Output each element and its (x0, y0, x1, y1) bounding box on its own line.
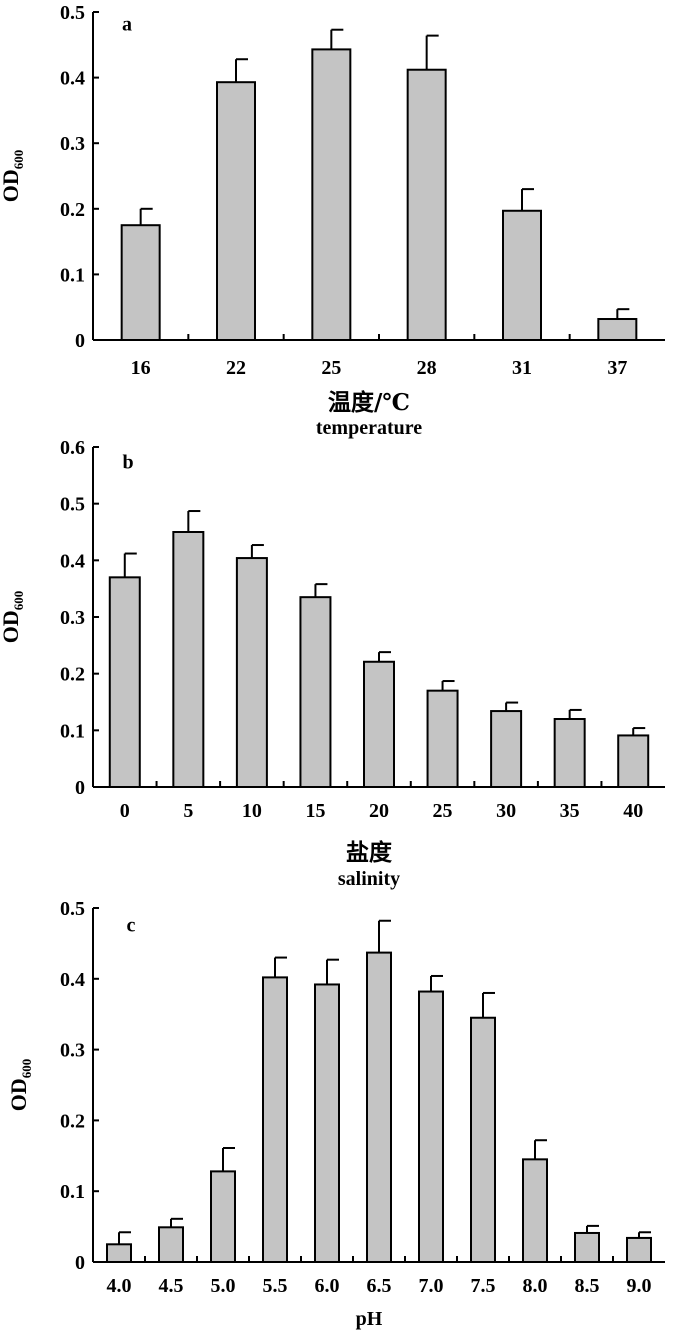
x-axis-label: pH (356, 1308, 383, 1330)
x-tick-label: 40 (623, 800, 643, 822)
x-axis-label-en: salinity (338, 868, 400, 890)
x-tick-label: 31 (512, 357, 532, 379)
x-tick-label: 5 (183, 800, 193, 822)
x-tick-label: 0 (120, 800, 130, 822)
x-tick-label: 7.0 (419, 1275, 444, 1297)
y-tick-label: 0.4 (60, 969, 85, 991)
x-tick-label: 5.5 (263, 1275, 288, 1297)
y-tick-label: 0 (75, 330, 85, 352)
y-tick-label: 0.5 (60, 494, 85, 516)
x-tick-label: 5.0 (211, 1275, 236, 1297)
bar (262, 976, 288, 1263)
y-axis-label: OD600 (0, 150, 26, 203)
x-axis-label-en: temperature (316, 417, 422, 439)
panel-label: c (127, 915, 136, 937)
x-tick-label: 30 (496, 800, 516, 822)
y-tick-label: 0 (75, 777, 85, 799)
y-tick-label: 0.4 (60, 68, 85, 90)
y-tick-label: 0.5 (60, 2, 85, 24)
bar (470, 1016, 496, 1263)
x-tick-label: 35 (560, 800, 580, 822)
x-tick-label: 25 (433, 800, 453, 822)
panel-label: b (122, 452, 133, 474)
bar (626, 1236, 652, 1263)
chart-panel-c: 0 0.1 0.2 0.3 0.4 0.5 4.0 4.5 5.0 5.5 6.0 6.5 7.0 7.5… (6, 898, 665, 1330)
x-tick-label: 7.5 (471, 1275, 496, 1297)
bar (363, 660, 395, 788)
bar (490, 710, 523, 788)
bar (502, 209, 542, 341)
bar (311, 48, 352, 341)
y-tick-label: 0.2 (60, 664, 85, 686)
x-axis-label: 温度/℃ (328, 389, 410, 416)
y-tick-label: 0.3 (60, 133, 85, 155)
x-tick-label: 8.5 (575, 1275, 600, 1297)
bar (406, 68, 447, 341)
x-tick-label: 25 (321, 357, 341, 379)
bar (522, 1158, 548, 1263)
y-axis-label: OD600 (6, 1059, 34, 1112)
bar (172, 531, 205, 788)
x-tick-label: 4.0 (107, 1275, 132, 1297)
bar (418, 990, 444, 1263)
x-tick-label: 10 (242, 800, 262, 822)
y-tick-label: 0.5 (60, 898, 85, 920)
x-tick-label: 9.0 (627, 1275, 652, 1297)
bar (158, 1226, 184, 1263)
bar (617, 734, 650, 789)
x-tick-label: 6.0 (315, 1275, 340, 1297)
bar (597, 318, 638, 341)
bar (235, 557, 268, 788)
x-tick-label: 15 (305, 800, 325, 822)
y-tick-label: 0.1 (60, 1181, 85, 1203)
bar (120, 224, 161, 341)
bar (106, 1243, 132, 1264)
y-tick-label: 0.3 (60, 607, 85, 629)
bar (108, 576, 141, 788)
x-axis-label: 盐度 (346, 839, 393, 866)
y-tick-label: 0.2 (60, 1110, 85, 1132)
bar (366, 951, 392, 1263)
y-tick-label: 0.6 (60, 437, 85, 459)
x-tick-label: 6.5 (367, 1275, 392, 1297)
panel-label: a (122, 14, 132, 36)
bar (314, 983, 340, 1263)
x-tick-label: 22 (226, 357, 246, 379)
y-tick-label: 0.3 (60, 1040, 85, 1062)
y-tick-label: 0.1 (60, 720, 85, 742)
x-tick-label: 8.0 (523, 1275, 548, 1297)
x-tick-label: 37 (607, 357, 627, 379)
bar (210, 1170, 236, 1263)
bar (574, 1231, 600, 1264)
y-axis-label: OD600 (0, 591, 26, 644)
bar (426, 689, 459, 789)
x-tick-label: 28 (417, 357, 437, 379)
y-tick-label: 0.4 (60, 550, 85, 572)
chart-panel-b: 0 0.1 0.2 0.3 0.4 0.5 0.6 0 5 10 15 20 25 30 35 40 b OD60… (0, 437, 665, 890)
bar (216, 81, 256, 342)
x-tick-label: 4.5 (159, 1275, 184, 1297)
y-tick-label: 0.2 (60, 199, 85, 221)
chart-panel-a: 0 0.1 0.2 0.3 0.4 0.5 16 22 25 28 31 37 a OD600 温度/℃te… (0, 2, 665, 439)
x-tick-label: 20 (369, 800, 389, 822)
bar (553, 718, 586, 788)
bar (299, 596, 332, 789)
y-tick-label: 0 (75, 1252, 85, 1274)
y-tick-label: 0.1 (60, 264, 85, 286)
x-tick-label: 16 (131, 357, 151, 379)
